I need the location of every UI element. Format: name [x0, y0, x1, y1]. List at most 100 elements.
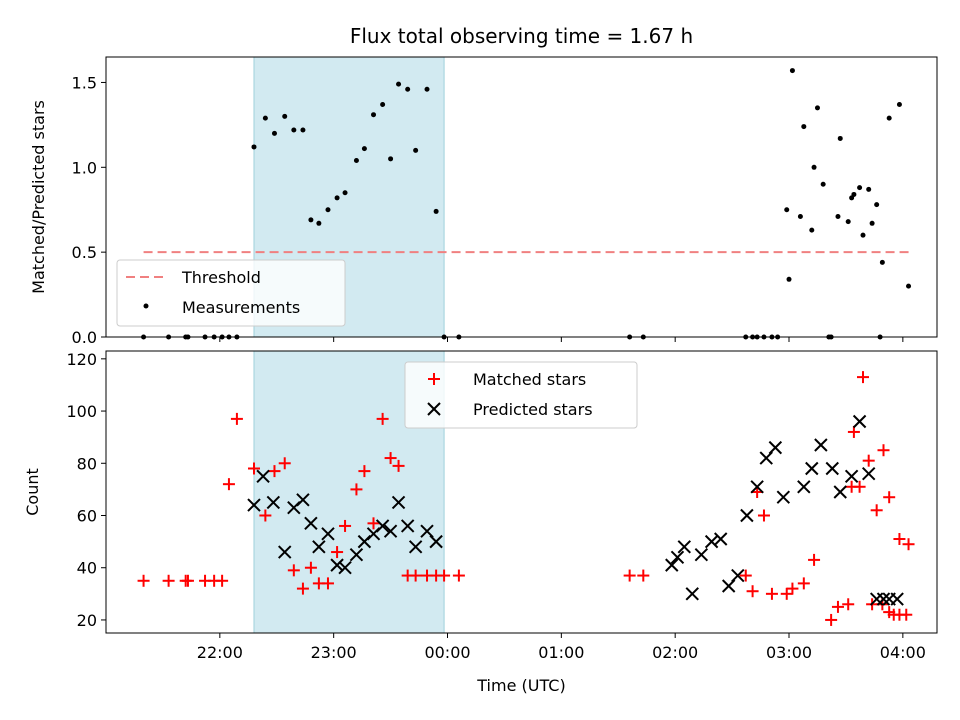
y-tick-label: 100 [66, 402, 97, 421]
measurement-point [405, 86, 411, 92]
predicted-star-point [685, 587, 699, 601]
predicted-star-point [429, 534, 443, 549]
y-tick-label: 1.5 [72, 73, 97, 92]
measurement-point [786, 276, 792, 282]
measurement-point [424, 86, 430, 92]
legend-measurements-label: Measurements [182, 298, 300, 317]
matched-star-point [230, 412, 243, 425]
matched-star-point [162, 574, 175, 587]
measurement-point [797, 214, 803, 220]
matched-star-point [287, 564, 300, 577]
count-points [137, 371, 915, 626]
matched-star-point [900, 608, 913, 621]
matched-star-point [137, 574, 150, 587]
y-tick-label: 60 [77, 507, 97, 526]
matched-star-point [409, 569, 422, 582]
measurement-point [874, 202, 880, 208]
top-panel: 0.0 0.5 1.0 1.5 Flux total observing time =… [29, 24, 938, 347]
matched-star-point [367, 517, 380, 530]
legend-matched-label: Matched stars [473, 370, 586, 389]
top-y-ticks: 0.0 0.5 1.0 1.5 [72, 73, 106, 347]
predicted-star-point [750, 480, 764, 494]
matched-star-point [637, 569, 650, 582]
measurement-point [334, 195, 340, 201]
matched-star-point [847, 425, 860, 438]
legend-matched-swatch [428, 373, 440, 385]
predicted-star-point [776, 490, 791, 504]
matched-star-point [181, 574, 194, 587]
predicted-star-point [876, 592, 891, 606]
bottom-y-ticks: 20 40 60 80 100 120 [66, 350, 106, 630]
measurement-point [886, 115, 892, 121]
measurement-point [282, 113, 288, 119]
matched-star-point [883, 491, 896, 504]
bottom-x-ticks: 22:00 23:00 00:00 01:00 02:00 03:00 04:00 [197, 633, 926, 662]
predicted-star-point [677, 540, 691, 554]
top-legend: Threshold Measurements [116, 259, 346, 327]
measurement-point [325, 207, 331, 213]
predicted-star-point [278, 545, 292, 559]
predicted-star-point [704, 534, 719, 549]
measurement-point [380, 102, 386, 108]
measurement-point [837, 135, 843, 141]
predicted-star-point [805, 461, 819, 476]
matched-star-point [438, 569, 451, 582]
matched-star-point [278, 457, 291, 470]
predicted-star-point [890, 592, 904, 606]
matched-star-point [853, 480, 866, 493]
predicted-star-point [740, 508, 754, 523]
measurement-point [866, 186, 872, 192]
measurement-point [300, 127, 306, 133]
measurement-points [141, 68, 912, 340]
matched-star-point [862, 454, 875, 467]
top-x-ticks [219, 337, 904, 342]
matched-star-point [259, 509, 272, 522]
measurement-point [308, 217, 314, 223]
measurement-point [353, 158, 359, 164]
measurement-point [849, 195, 855, 201]
predicted-star-point [321, 527, 335, 541]
measurement-point [271, 130, 277, 136]
predicted-star-point [833, 485, 847, 499]
legend-threshold-label: Threshold [181, 268, 261, 287]
predicted-star-point [349, 547, 364, 562]
measurement-point [251, 144, 257, 150]
measurement-point [316, 220, 322, 226]
y-tick-label: 0.0 [72, 328, 97, 347]
predicted-star-point [391, 495, 406, 510]
x-tick-label: 03:00 [766, 643, 812, 662]
legend-predicted-swatch [427, 402, 441, 416]
matched-star-point [296, 582, 309, 595]
matched-star-point [339, 519, 352, 532]
predicted-star-point [665, 558, 679, 572]
predicted-star-point [814, 438, 828, 452]
predicted-star-point [852, 414, 867, 429]
predicted-star-point [714, 532, 728, 546]
measurement-point [814, 105, 820, 111]
predicted-star-point [768, 440, 783, 455]
predicted-star-point [731, 568, 745, 583]
measurement-point [433, 208, 439, 214]
measurement-point [906, 283, 912, 289]
x-tick-label: 22:00 [197, 643, 243, 662]
matched-star-point [797, 577, 810, 590]
measurement-point [869, 220, 875, 226]
measurement-point [413, 147, 419, 153]
measurement-point [388, 156, 394, 162]
measurement-point [262, 115, 268, 121]
measurement-point [789, 68, 795, 74]
predicted-star-point [330, 558, 344, 572]
matched-star-point [902, 538, 915, 551]
measurement-point [845, 219, 851, 225]
predicted-star-point [247, 498, 261, 512]
measurement-point [291, 127, 297, 133]
matched-star-point [350, 483, 363, 496]
predicted-star-point [304, 516, 318, 531]
chart-title: Flux total observing time = 1.67 h [350, 24, 693, 48]
matched-star-point [331, 546, 344, 559]
legend-predicted-label: Predicted stars [473, 400, 593, 419]
matched-star-point [746, 585, 759, 598]
bottom-panel: 20 40 60 80 100 120 22:00 23:00 00:00 01:00 02:00… [23, 350, 938, 695]
